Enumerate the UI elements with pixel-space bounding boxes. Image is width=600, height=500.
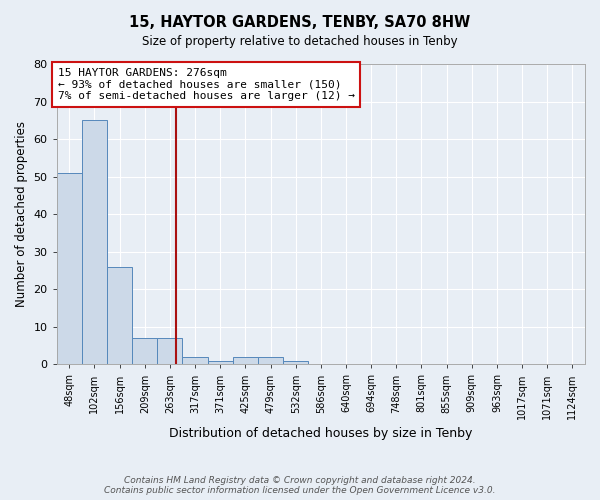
Bar [107,266,132,364]
Bar [258,357,283,364]
X-axis label: Distribution of detached houses by size in Tenby: Distribution of detached houses by size … [169,427,473,440]
Bar [157,338,182,364]
Bar [182,357,208,364]
Bar [208,360,233,364]
Text: Contains HM Land Registry data © Crown copyright and database right 2024.
Contai: Contains HM Land Registry data © Crown c… [104,476,496,495]
Text: 15 HAYTOR GARDENS: 276sqm
← 93% of detached houses are smaller (150)
7% of semi-: 15 HAYTOR GARDENS: 276sqm ← 93% of detac… [58,68,355,101]
Bar [57,173,82,364]
Text: Size of property relative to detached houses in Tenby: Size of property relative to detached ho… [142,35,458,48]
Y-axis label: Number of detached properties: Number of detached properties [15,121,28,307]
Bar [82,120,107,364]
Bar [132,338,157,364]
Bar [233,357,258,364]
Text: 15, HAYTOR GARDENS, TENBY, SA70 8HW: 15, HAYTOR GARDENS, TENBY, SA70 8HW [130,15,470,30]
Bar [283,360,308,364]
